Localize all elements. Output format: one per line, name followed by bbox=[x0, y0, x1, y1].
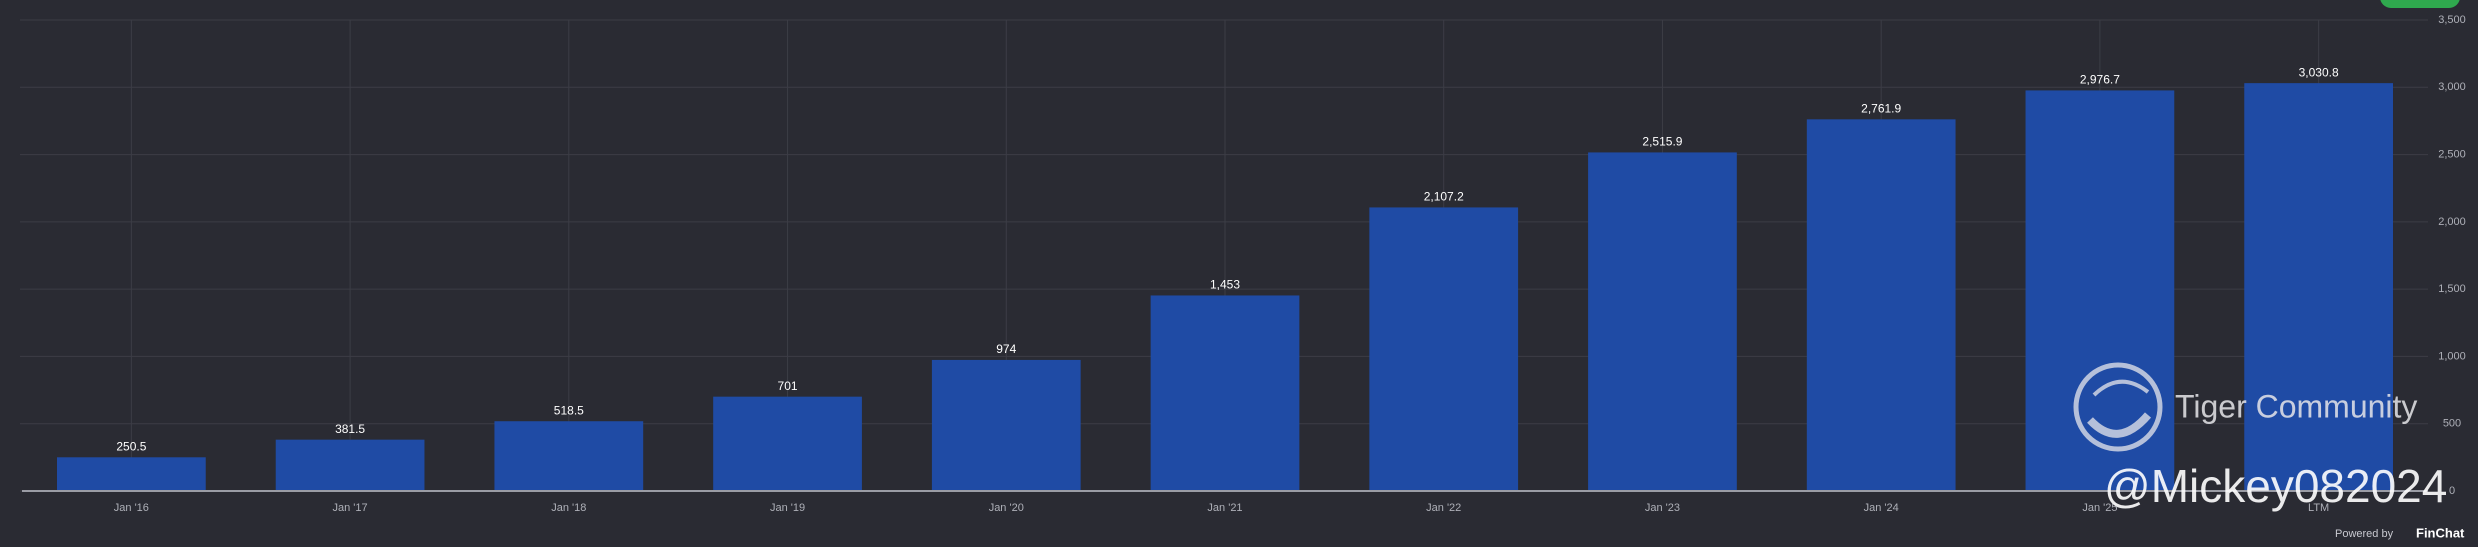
x-tick-label: Jan '20 bbox=[989, 502, 1024, 514]
x-tick-label: Jan '19 bbox=[770, 502, 805, 514]
bar bbox=[2244, 83, 2394, 491]
data-label: 1,453 bbox=[1210, 278, 1240, 292]
x-tick-label: Jan '17 bbox=[333, 502, 368, 514]
data-label: 381.5 bbox=[335, 422, 365, 436]
footer-brand: FinChat bbox=[2416, 525, 2465, 540]
y-tick-label: 1,500 bbox=[2438, 283, 2466, 295]
x-tick-label: Jan '18 bbox=[551, 502, 586, 514]
y-tick-label: 2,500 bbox=[2438, 148, 2466, 160]
x-tick-label: Jan '22 bbox=[1426, 502, 1461, 514]
x-tick-label: Jan '25 bbox=[2082, 502, 2117, 514]
bar bbox=[931, 359, 1081, 491]
bar bbox=[1150, 295, 1300, 491]
y-tick-label: 0 bbox=[2449, 485, 2455, 497]
x-tick-label: Jan '16 bbox=[114, 502, 149, 514]
data-label: 3,030.8 bbox=[2299, 65, 2339, 79]
badge bbox=[2380, 0, 2460, 8]
x-tick-label: Jan '21 bbox=[1207, 502, 1242, 514]
data-label: 701 bbox=[778, 379, 798, 393]
watermark-logo bbox=[2073, 362, 2163, 452]
x-tick-label: Jan '23 bbox=[1645, 502, 1680, 514]
bar bbox=[1806, 119, 1956, 491]
bar bbox=[713, 396, 862, 491]
footer-powered: Powered by bbox=[2335, 528, 2394, 540]
bar bbox=[494, 421, 644, 491]
data-label: 2,761.9 bbox=[1861, 101, 1901, 115]
data-label: 250.5 bbox=[116, 439, 146, 453]
x-tick-label: Jan '24 bbox=[1864, 502, 1899, 514]
data-label: 974 bbox=[996, 342, 1016, 356]
data-label: 2,107.2 bbox=[1424, 190, 1464, 204]
y-tick-label: 2,000 bbox=[2438, 216, 2466, 228]
bar bbox=[275, 439, 425, 491]
watermark-handle: @Mickey082024 bbox=[2104, 460, 2447, 512]
y-tick-label: 3,000 bbox=[2438, 81, 2466, 93]
x-tick-label: LTM bbox=[2308, 502, 2329, 514]
y-tick-label: 500 bbox=[2443, 418, 2461, 430]
y-tick-label: 3,500 bbox=[2438, 14, 2466, 26]
data-label: 2,976.7 bbox=[2080, 73, 2120, 87]
bar bbox=[56, 457, 206, 491]
data-label: 518.5 bbox=[554, 403, 584, 417]
data-label: 2,515.9 bbox=[1642, 135, 1682, 149]
y-tick-label: 1,000 bbox=[2438, 350, 2466, 362]
watermark-text: Tiger Community bbox=[2175, 388, 2417, 424]
bar bbox=[1369, 207, 1519, 491]
bar bbox=[1588, 152, 1737, 491]
